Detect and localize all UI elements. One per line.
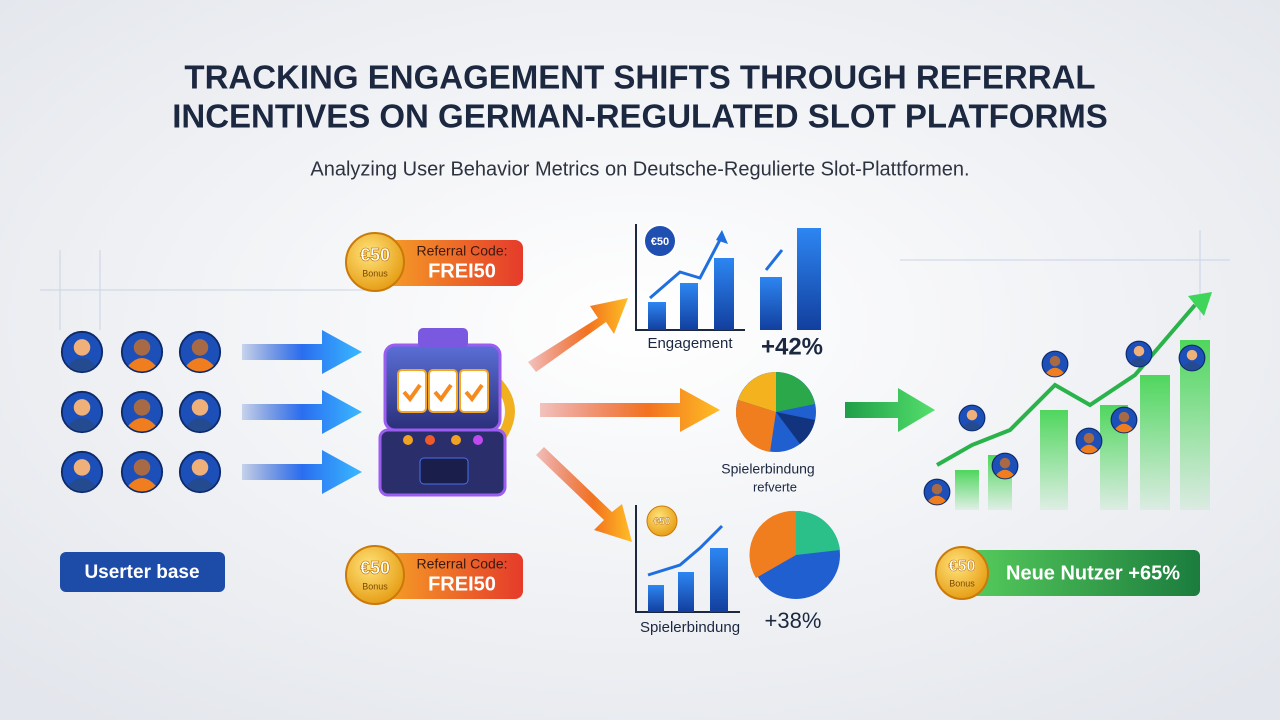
- retention-pie: Spielerbindung refverte: [721, 372, 816, 494]
- user-icon: [991, 452, 1019, 480]
- referral-code: FREI50: [428, 573, 496, 595]
- user-icon: [1125, 340, 1153, 368]
- coin-subtext: Bonus: [362, 581, 388, 591]
- user-icon: [178, 390, 222, 434]
- subtitle: Analyzing User Behavior Metrics on Deuts…: [310, 158, 969, 180]
- result-label: Neue Nutzer +65%: [1006, 562, 1180, 584]
- title: INCENTIVES ON GERMAN-REGULATED SLOT PLAT…: [172, 98, 1108, 135]
- blue-arrows: [242, 330, 362, 494]
- user-icon: [60, 330, 104, 374]
- engagement-chart: €50 Engagement +42%: [635, 224, 823, 360]
- orange-arrows: [528, 298, 720, 542]
- green-arrow: [845, 388, 935, 432]
- decor-lines: [40, 230, 1230, 330]
- slot-machine: [378, 328, 515, 497]
- user-grid: [60, 330, 222, 494]
- user-icon: [923, 478, 951, 506]
- coin-subtext: Bonus: [362, 268, 388, 278]
- growth-chart: [923, 292, 1212, 510]
- user-icon: [120, 390, 164, 434]
- coin-text: €50: [654, 517, 671, 528]
- retention-chart: €50 Spielerbindung +38%: [635, 505, 840, 636]
- user-icon: [1178, 344, 1206, 372]
- metric-label: Engagement: [647, 335, 733, 352]
- referral-label: Referral Code:: [416, 556, 507, 572]
- user-icon: [178, 330, 222, 374]
- metric-label: Spielerbindung: [721, 461, 814, 477]
- coin-text: €50: [360, 245, 390, 265]
- user-icon: [1110, 406, 1138, 434]
- metric-sublabel: refverte: [753, 479, 797, 494]
- referral-label: Referral Code:: [416, 243, 507, 259]
- metric-change: +42%: [761, 333, 823, 360]
- metric-label: Spielerbindung: [640, 619, 740, 636]
- user-icon: [120, 330, 164, 374]
- user-icon: [178, 450, 222, 494]
- user-icon: [60, 450, 104, 494]
- coin-text: €50: [360, 558, 390, 578]
- result-badge: €50 Bonus Neue Nutzer +65%: [935, 546, 1200, 600]
- coin-subtext: Bonus: [949, 578, 975, 588]
- metric-change: +38%: [765, 608, 822, 633]
- coin-text: €50: [949, 558, 976, 575]
- coin-text: €50: [651, 236, 669, 248]
- user-base-badge: [60, 552, 225, 592]
- user-base-label: Userter base: [84, 562, 199, 583]
- title: TRACKING ENGAGEMENT SHIFTS THROUGH REFER…: [184, 59, 1095, 96]
- referral-badge: €50 Bonus Referral Code: FREI50: [345, 232, 523, 292]
- referral-code: FREI50: [428, 260, 496, 282]
- user-icon: [120, 450, 164, 494]
- referral-badge: €50 Bonus Referral Code: FREI50: [345, 545, 523, 605]
- user-icon: [1075, 427, 1103, 455]
- user-icon: [60, 390, 104, 434]
- user-icon: [958, 404, 986, 432]
- user-icon: [1041, 350, 1069, 378]
